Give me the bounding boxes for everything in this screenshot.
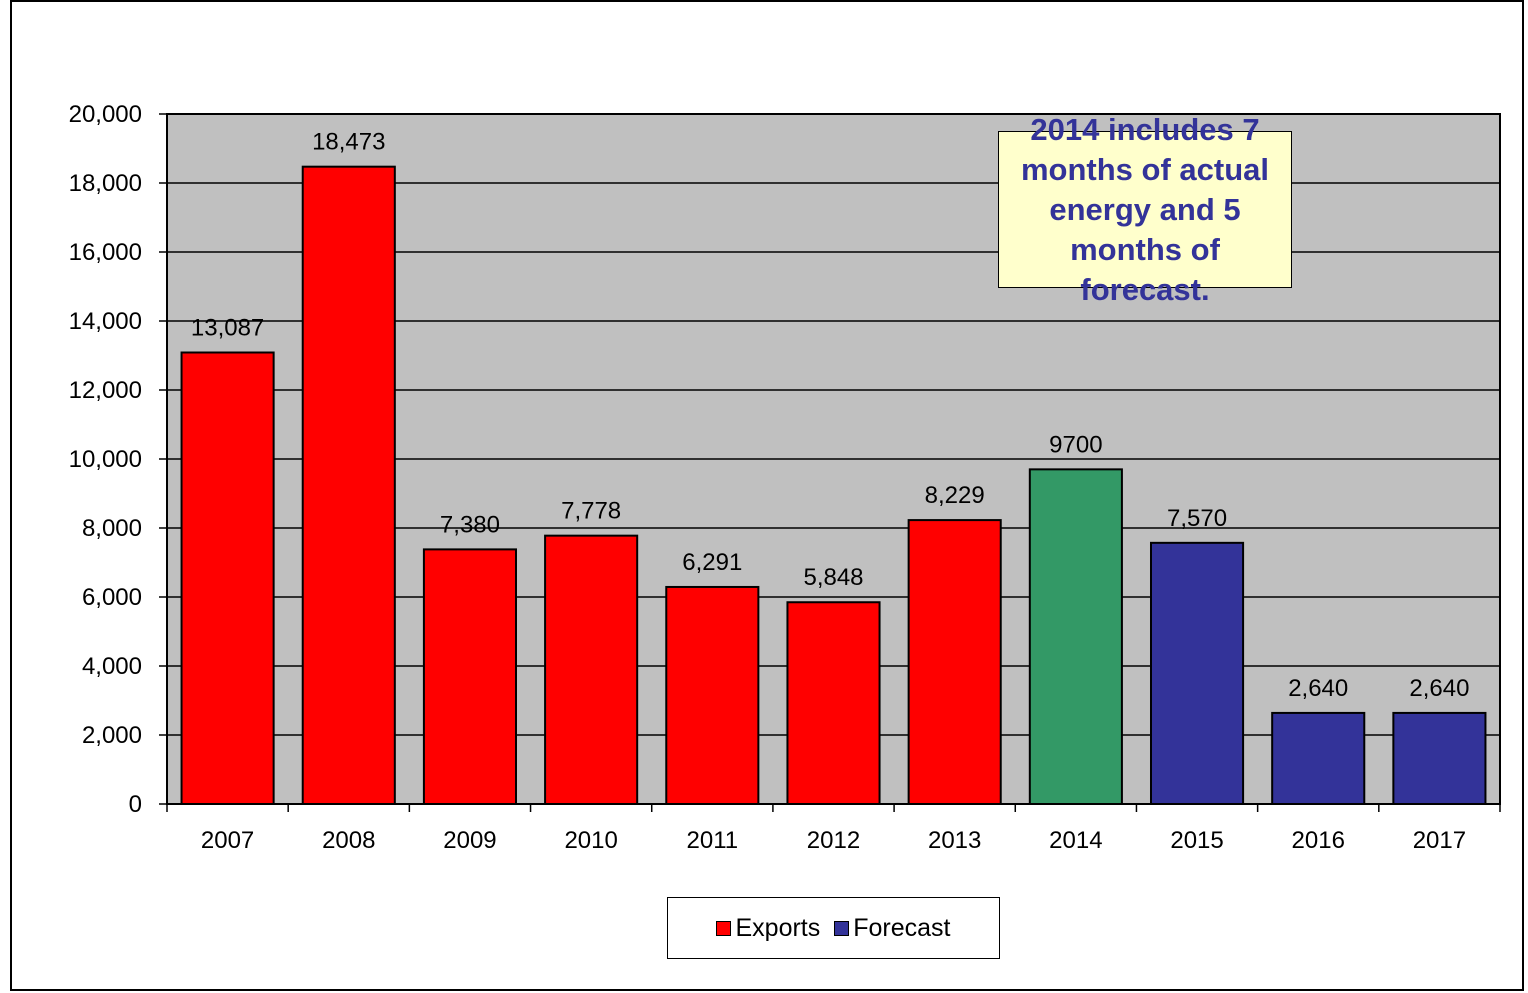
bar-2007 [180,351,275,805]
legend-label-exports: Exports [735,913,821,942]
x-tick-label-2012: 2012 [807,827,860,854]
data-label-2014: 9700 [1049,431,1102,458]
data-label-2008: 18,473 [312,129,385,156]
legend-item-forecast: Forecast [834,913,951,943]
x-tick-label-2011: 2011 [687,827,739,854]
y-tick-label: 16,000 [69,239,142,266]
bar-2014 [1028,468,1123,805]
bar-2009 [422,548,518,806]
data-label-2017: 2,640 [1409,675,1469,702]
x-tick-label-2010: 2010 [564,827,617,854]
annotation-text: 2014 includes 7 months of actual energy … [1020,111,1269,307]
x-tick-label-2013: 2013 [928,827,981,854]
bar-2012 [786,601,881,806]
x-tick-label-2015: 2015 [1170,827,1223,854]
bar-2013 [907,519,1002,805]
bar-2017 [1392,711,1487,805]
annotation-box: 2014 includes 7 months of actual energy … [998,112,1292,307]
data-label-2013: 8,229 [925,482,985,509]
legend-item-exports: Exports [716,914,820,943]
y-tick-label: 6,000 [82,584,142,611]
x-tick-label-2007: 2007 [201,827,254,854]
bar-2011 [665,585,760,806]
y-tick-label: 14,000 [69,308,142,335]
x-tick-label-2017: 2017 [1413,827,1466,854]
y-tick-label: 12,000 [69,377,142,404]
legend-swatch-forecast [834,920,850,936]
bar-2015 [1149,541,1245,806]
x-tick-label-2009: 2009 [443,827,496,854]
legend: Exports Forecast [667,897,1000,959]
x-tick-label-2014: 2014 [1049,827,1102,854]
legend-label-forecast: Forecast [853,913,951,942]
bar-2010 [544,534,639,805]
data-label-2011: 6,291 [682,549,742,576]
y-tick-label: 20,000 [69,101,142,128]
x-tick-label-2016: 2016 [1292,827,1345,854]
data-label-2007: 13,087 [191,314,264,341]
x-tick-label-2008: 2008 [322,827,375,854]
bar-2016 [1271,711,1366,805]
y-tick-label: 18,000 [69,170,142,197]
y-tick-label: 10,000 [69,446,142,473]
y-tick-label: 4,000 [82,653,142,680]
bar-2008 [301,165,396,805]
data-label-2010: 7,778 [561,498,621,525]
y-tick-label: 2,000 [82,722,142,749]
legend-swatch-exports [716,920,732,936]
y-tick-label: 8,000 [82,515,142,542]
data-label-2016: 2,640 [1288,675,1348,702]
data-label-2012: 5,848 [803,564,863,591]
data-label-2009: 7,380 [440,511,500,538]
data-label-2015: 7,570 [1167,505,1227,532]
y-tick-label: 0 [129,791,142,818]
